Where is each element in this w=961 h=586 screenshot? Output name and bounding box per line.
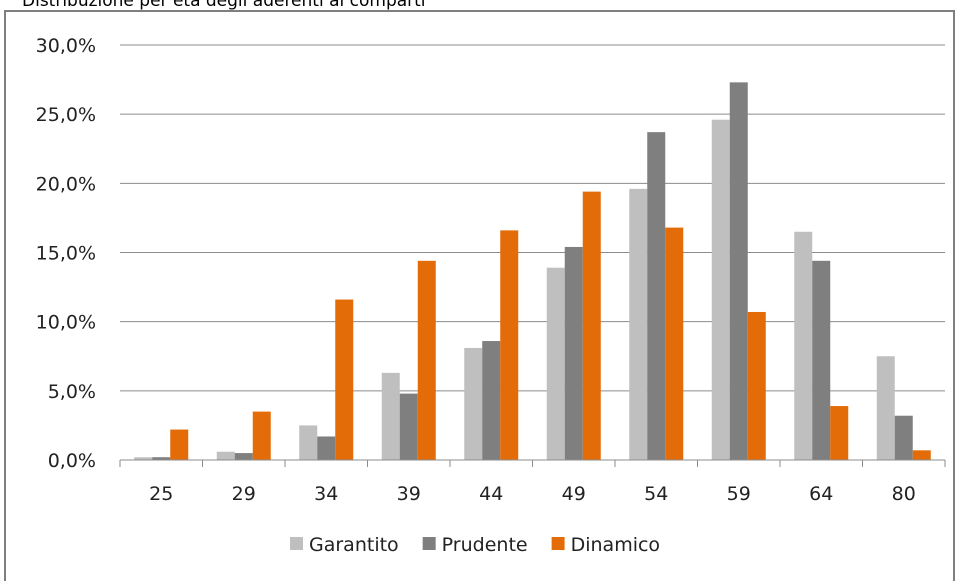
bar-dinamico [170, 429, 189, 460]
x-tick-label: 34 [314, 483, 338, 505]
bar-dinamico [747, 311, 766, 460]
bar-dinamico [335, 299, 354, 460]
bar-prudente [894, 415, 913, 460]
bar-garantito [216, 451, 235, 460]
x-tick-label: 39 [397, 483, 421, 505]
x-tick-label: 80 [892, 483, 916, 505]
y-tick-label: 15,0% [36, 243, 96, 265]
chart-title: Distribuzione per età degli aderenti ai … [22, 0, 426, 11]
bar-prudente [399, 393, 418, 460]
bar-prudente [482, 341, 501, 460]
x-tick-label: 49 [562, 483, 586, 505]
bar-garantito [876, 356, 895, 460]
x-tick-label: 25 [149, 483, 173, 505]
bar-dinamico [582, 191, 601, 460]
x-tick-label: 44 [479, 483, 503, 505]
bar-dinamico [912, 450, 931, 460]
bar-garantito [711, 119, 730, 460]
bar-dinamico [252, 411, 271, 460]
bar-prudente [317, 436, 336, 460]
axes: 0,0% 5,0% 10,0% 15,0% 20,0% 25,0% 30,0% 25 29 34 3… [36, 35, 946, 505]
legend-swatch-garantito [290, 537, 303, 550]
x-tick-label: 59 [727, 483, 751, 505]
bar-prudente [564, 246, 583, 460]
bar-garantito [794, 231, 813, 460]
bar-garantito [546, 267, 565, 460]
bar-prudente [647, 132, 666, 460]
bar-garantito [299, 425, 318, 460]
x-tick-label: 29 [232, 483, 256, 505]
x-tick-label: 54 [644, 483, 668, 505]
bar-dinamico [665, 227, 684, 460]
legend-label-prudente: Prudente [442, 534, 528, 556]
chart-frame [4, 10, 955, 581]
bar-garantito [629, 188, 648, 460]
y-tick-label: 20,0% [36, 173, 96, 195]
y-tick-label: 10,0% [36, 312, 96, 334]
y-tick-label: 0,0% [48, 450, 96, 472]
bar-prudente [234, 453, 253, 460]
bar-dinamico [500, 230, 519, 460]
bar-dinamico [417, 260, 436, 460]
bars [134, 82, 931, 460]
legend-swatch-dinamico [551, 537, 565, 550]
x-tick-label: 64 [809, 483, 833, 505]
bar-garantito [381, 372, 400, 460]
bar-garantito [134, 457, 153, 460]
legend-swatch-prudente [422, 537, 436, 550]
bar-prudente [152, 457, 171, 460]
y-tick-label: 25,0% [36, 104, 96, 126]
y-tick-label: 30,0% [36, 35, 96, 57]
legend: Garantito Prudente Dinamico [290, 534, 660, 556]
legend-label-dinamico: Dinamico [571, 534, 660, 556]
bar-prudente [812, 260, 831, 460]
y-tick-label: 5,0% [48, 381, 96, 403]
bar-dinamico [830, 406, 849, 460]
legend-label-garantito: Garantito [309, 534, 399, 556]
bar-garantito [464, 347, 483, 460]
bar-prudente [729, 82, 748, 460]
